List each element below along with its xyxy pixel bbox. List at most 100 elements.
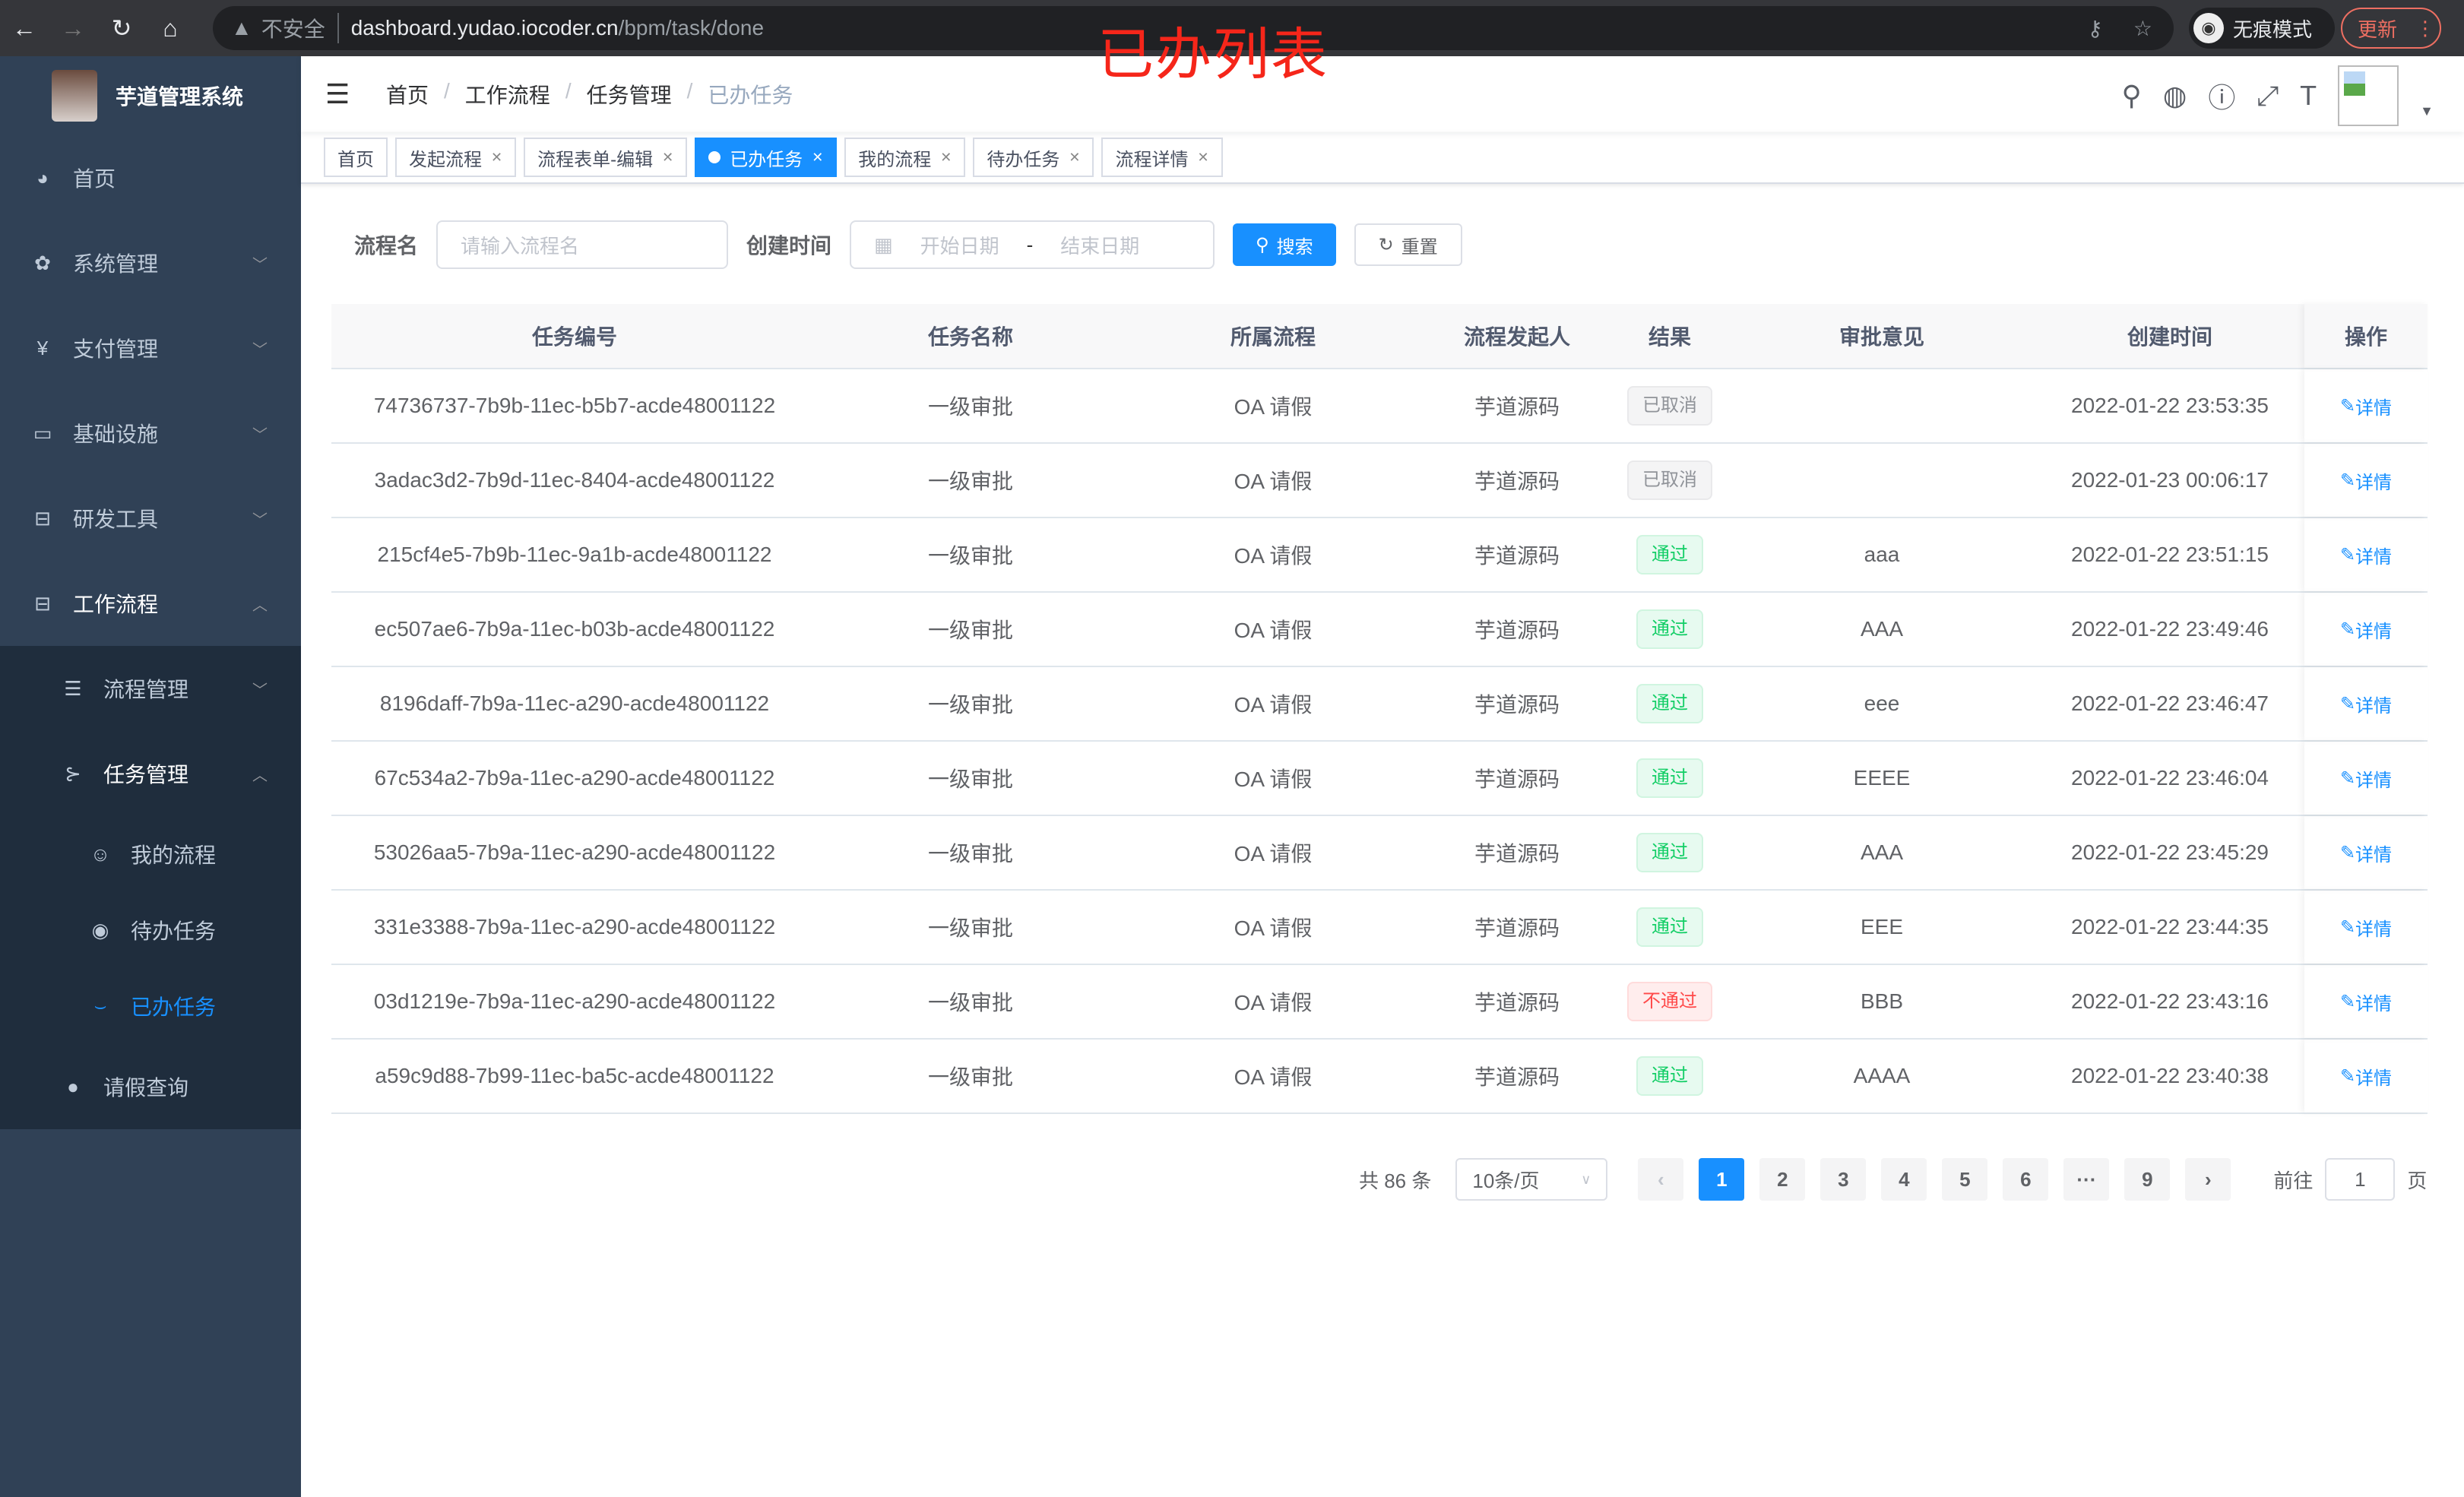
incognito-badge[interactable]: ◉ 无痕模式	[2189, 8, 2335, 49]
key-icon[interactable]: ⚷	[2087, 16, 2103, 40]
end-date[interactable]: 结束日期	[1060, 234, 1140, 258]
menu-label: 基础设施	[73, 423, 159, 446]
more-icon[interactable]: ⋮	[2415, 16, 2436, 40]
sidebar-item-pay[interactable]: ¥ 支付管理 ﹀	[0, 305, 301, 391]
process-name-cell: OA 请假	[1234, 1065, 1313, 1089]
sidebar-item-my-process[interactable]: ☺ 我的流程	[0, 816, 301, 892]
edit-icon: ✎	[2339, 470, 2356, 491]
start-date[interactable]: 开始日期	[920, 234, 999, 258]
sidebar-item-system[interactable]: ✿ 系统管理 ﹀	[0, 220, 301, 305]
date-range-picker[interactable]: ▦ 开始日期 - 结束日期	[850, 220, 1215, 269]
page-size-select[interactable]: 10条/页 ∨	[1455, 1158, 1608, 1201]
fullscreen-icon[interactable]: ⤢	[2257, 79, 2279, 111]
detail-link[interactable]: ✎ 详情	[2304, 891, 2428, 964]
task-table: 任务编号 任务名称 所属流程 流程发起人 结果 审批意见 创建时间 操作 74736737-7…	[331, 304, 2428, 1114]
sidebar-item-home[interactable]: ◕ 首页	[0, 135, 301, 220]
page-button[interactable]: 1	[1699, 1158, 1745, 1201]
tag-start-process[interactable]: 发起流程 ✕	[395, 138, 517, 177]
detail-link[interactable]: ✎ 详情	[2304, 742, 2428, 815]
avatar[interactable]	[2338, 65, 2399, 126]
chevron-down-icon: ﹀	[252, 682, 268, 699]
forward-icon[interactable]: →	[61, 14, 85, 42]
process-name-cell: OA 请假	[1234, 470, 1313, 493]
process-name-input[interactable]: 请输入流程名	[436, 220, 729, 269]
tag-label: 发起流程	[409, 149, 482, 170]
yen-icon: ¥	[36, 336, 49, 359]
task-name-cell: 一级审批	[927, 470, 1013, 493]
page-button[interactable]: ···	[2063, 1158, 2110, 1201]
breadcrumb-item[interactable]: 首页	[386, 84, 429, 107]
home-icon[interactable]: ⌂	[163, 14, 178, 42]
page-button[interactable]: 3	[1820, 1158, 1867, 1201]
help-icon[interactable]: ⓘ	[2208, 82, 2236, 113]
page-button[interactable]: 2	[1759, 1158, 1806, 1201]
tag-process-detail[interactable]: 流程详情 ✕	[1101, 138, 1223, 177]
detail-link[interactable]: ✎ 详情	[2304, 816, 2428, 889]
sidebar-item-leave[interactable]: ● 请假查询	[0, 1044, 301, 1129]
menu-label: 待办任务	[131, 919, 217, 943]
page-button[interactable]: 6	[2003, 1158, 2049, 1201]
tag-home[interactable]: 首页	[324, 138, 388, 177]
breadcrumb-item[interactable]: 任务管理	[586, 84, 672, 107]
sidebar-item-todo[interactable]: ◉ 待办任务	[0, 892, 301, 968]
task-id-cell: ec507ae6-7b9a-11ec-b03b-acde48001122	[374, 617, 775, 641]
tag-done-task[interactable]: 已办任务 ✕	[695, 138, 838, 177]
create-time-cell: 2022-01-22 23:43:16	[2071, 989, 2269, 1013]
chevron-down-icon: ﹀	[252, 341, 268, 359]
result-badge: 已取消	[1627, 460, 1712, 500]
detail-link[interactable]: ✎ 详情	[2304, 1040, 2428, 1112]
sidebar-item-done[interactable]: ⌣ 已办任务	[0, 968, 301, 1044]
page-button[interactable]: 9	[2124, 1158, 2171, 1201]
search-icon[interactable]: ⚲	[2121, 80, 2142, 111]
search-button[interactable]: ⚲ 搜索	[1233, 223, 1336, 266]
starter-cell: 芋道源码	[1474, 991, 1560, 1014]
detail-link[interactable]: ✎ 详情	[2304, 518, 2428, 591]
sidebar-item-process-manage[interactable]: ☰ 流程管理 ﹀	[0, 646, 301, 731]
detail-link[interactable]: ✎ 详情	[2304, 444, 2428, 517]
close-icon[interactable]: ✕	[1197, 149, 1209, 165]
detail-link[interactable]: ✎ 详情	[2304, 667, 2428, 740]
page-button[interactable]: 4	[1881, 1158, 1927, 1201]
detail-link[interactable]: ✎ 详情	[2304, 965, 2428, 1038]
sidebar-logo[interactable]: 芋道管理系统	[0, 56, 301, 135]
tag-my-process[interactable]: 我的流程 ✕	[844, 138, 966, 177]
page-button[interactable]: 5	[1942, 1158, 1988, 1201]
sidebar-item-task-manage[interactable]: ⊱ 任务管理 ︿	[0, 731, 301, 816]
detail-link[interactable]: ✎ 详情	[2304, 369, 2428, 442]
hamburger-icon[interactable]: ☰	[325, 78, 350, 109]
reset-button[interactable]: ↻ 重置	[1354, 223, 1462, 266]
star-icon[interactable]: ☆	[2133, 16, 2152, 40]
menu-label: 首页	[73, 167, 116, 191]
tag-form-edit[interactable]: 流程表单-编辑 ✕	[524, 138, 688, 177]
close-icon[interactable]: ✕	[812, 149, 824, 165]
goto-label: 前往	[2273, 1169, 2314, 1192]
sidebar-item-workflow[interactable]: ⊟ 工作流程 ︿	[0, 561, 301, 646]
calendar-icon: ▦	[874, 233, 893, 256]
close-icon[interactable]: ✕	[662, 149, 674, 165]
sidebar-item-devtools[interactable]: ⊟ 研发工具 ﹀	[0, 476, 301, 561]
close-icon[interactable]: ✕	[491, 149, 503, 165]
result-cell: 通过	[1611, 1056, 1728, 1096]
caret-down-icon[interactable]: ▼	[2420, 103, 2434, 119]
comment-cell: EEE	[1860, 915, 1904, 938]
reload-icon[interactable]: ↻	[111, 14, 132, 42]
process-name-cell: OA 请假	[1234, 544, 1313, 568]
github-icon[interactable]: ◍	[2162, 80, 2187, 111]
warning-icon: ▲	[231, 16, 252, 40]
sidebar-item-infra[interactable]: ▭ 基础设施 ﹀	[0, 391, 301, 476]
breadcrumb-item[interactable]: 工作流程	[464, 84, 550, 107]
result-cell: 通过	[1611, 833, 1728, 872]
process-name-cell: OA 请假	[1234, 395, 1313, 419]
font-size-icon[interactable]: T	[2300, 80, 2317, 111]
result-cell: 已取消	[1611, 386, 1728, 426]
close-icon[interactable]: ✕	[1069, 149, 1081, 165]
update-button[interactable]: 更新 ⋮	[2341, 8, 2441, 49]
address-bar[interactable]: ▲ 不安全 dashboard.yudao.iocoder.cn/bpm/tas…	[213, 6, 2174, 50]
back-icon[interactable]: ←	[12, 14, 36, 42]
prev-page-button[interactable]: ‹	[1638, 1158, 1684, 1201]
tag-todo[interactable]: 待办任务 ✕	[973, 138, 1094, 177]
next-page-button[interactable]: ›	[2185, 1158, 2231, 1201]
detail-link[interactable]: ✎ 详情	[2304, 593, 2428, 666]
goto-page-input[interactable]: 1	[2325, 1158, 2396, 1201]
close-icon[interactable]: ✕	[940, 149, 952, 165]
